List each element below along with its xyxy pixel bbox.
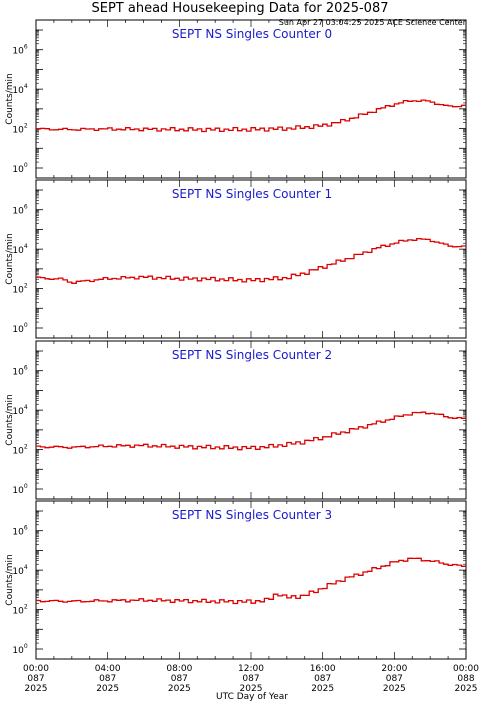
x-tick-label: 087 xyxy=(27,674,44,684)
x-tick-label: 087 xyxy=(171,674,188,684)
x-tick-label: 20:00 xyxy=(381,664,407,674)
y-tick-label: 100 xyxy=(12,643,27,656)
x-tick-label: 2025 xyxy=(25,684,48,694)
series-line xyxy=(36,99,466,133)
x-tick-label: 2025 xyxy=(168,684,191,694)
x-tick-label: 2025 xyxy=(96,684,119,694)
chart-title: SEPT ahead Housekeeping Data for 2025-08… xyxy=(92,1,389,16)
panel-title: SEPT NS Singles Counter 2 xyxy=(172,348,332,362)
panel-frame xyxy=(35,500,467,660)
panel-title: SEPT NS Singles Counter 0 xyxy=(172,27,332,41)
y-axis-title: Counts/min xyxy=(5,73,15,124)
y-tick-label: 100 xyxy=(12,322,27,335)
y-tick-label: 100 xyxy=(12,162,27,175)
series-line xyxy=(36,557,466,605)
y-tick-label: 100 xyxy=(12,483,27,496)
y-tick-label: 106 xyxy=(12,525,27,538)
x-tick-label: 00:00 xyxy=(453,664,479,674)
panel-frame xyxy=(35,179,467,339)
x-tick-label: 2025 xyxy=(383,684,406,694)
x-tick-label: 087 xyxy=(99,674,116,684)
y-axis-title: Counts/min xyxy=(5,233,15,284)
x-tick-label: 2025 xyxy=(455,684,478,694)
panel-frame xyxy=(35,19,467,179)
x-tick-label: 16:00 xyxy=(310,664,336,674)
series-line xyxy=(36,237,466,284)
y-axis-title: Counts/min xyxy=(5,394,15,445)
y-axis-title: Counts/min xyxy=(5,554,15,605)
y-tick-label: 106 xyxy=(12,365,27,378)
y-tick-label: 106 xyxy=(12,44,27,57)
x-tick-label: 00:00 xyxy=(23,664,49,674)
panel-frame xyxy=(35,340,467,500)
x-tick-label: 2025 xyxy=(311,684,334,694)
timestamp-label: Sun Apr 27 03:04:25 2025 ACE Science Cen… xyxy=(279,18,467,27)
panel-title: SEPT NS Singles Counter 3 xyxy=(172,508,332,522)
x-tick-label: 12:00 xyxy=(238,664,264,674)
x-tick-label: 2025 xyxy=(240,684,263,694)
x-tick-label: 087 xyxy=(386,674,403,684)
x-tick-label: 088 xyxy=(457,674,474,684)
x-tick-label: 087 xyxy=(242,674,259,684)
panel-title: SEPT NS Singles Counter 1 xyxy=(172,187,332,201)
x-tick-label: 087 xyxy=(314,674,331,684)
x-tick-label: 04:00 xyxy=(95,664,121,674)
series-line xyxy=(36,411,466,451)
x-tick-label: 08:00 xyxy=(166,664,192,674)
y-tick-label: 106 xyxy=(12,204,27,217)
x-axis-title: UTC Day of Year xyxy=(216,692,288,702)
